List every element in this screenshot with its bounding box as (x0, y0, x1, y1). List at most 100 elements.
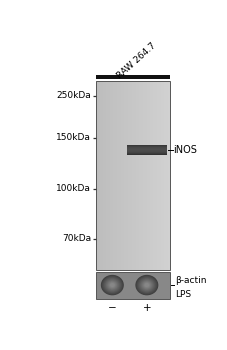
Bar (137, 81, 138, 270)
Ellipse shape (107, 281, 117, 289)
Bar (146, 81, 147, 270)
Bar (99, 81, 100, 270)
Bar (117, 81, 118, 270)
Ellipse shape (109, 282, 115, 288)
Ellipse shape (104, 278, 120, 292)
Bar (153, 81, 154, 270)
Ellipse shape (137, 277, 155, 293)
Ellipse shape (135, 275, 158, 295)
Bar (95, 81, 96, 270)
Bar (152, 81, 153, 270)
Bar (163, 81, 164, 270)
Text: 70kDa: 70kDa (62, 234, 91, 243)
Bar (129, 81, 130, 270)
Text: LPS: LPS (174, 290, 190, 299)
Text: 250kDa: 250kDa (56, 91, 91, 100)
Ellipse shape (136, 276, 156, 294)
Bar (132, 81, 133, 270)
Text: −: − (108, 303, 116, 313)
Bar (154, 81, 155, 270)
Bar (136, 81, 137, 270)
Bar (98, 81, 99, 270)
Bar (127, 81, 128, 270)
Bar (143, 81, 144, 270)
Bar (121, 81, 122, 270)
Ellipse shape (141, 281, 151, 289)
Bar (123, 81, 124, 270)
Bar (131, 81, 132, 270)
Bar (95, 75, 169, 79)
Bar (116, 81, 117, 270)
Bar (108, 81, 109, 270)
Bar (119, 81, 120, 270)
Bar (124, 81, 125, 270)
Bar (112, 81, 113, 270)
Bar (147, 81, 148, 270)
Bar (113, 81, 114, 270)
Text: β-actin: β-actin (174, 276, 206, 285)
Ellipse shape (144, 283, 148, 287)
Bar (159, 81, 160, 270)
Bar (109, 81, 110, 270)
Bar (95, 81, 169, 270)
Bar (105, 81, 106, 270)
Bar (134, 81, 135, 270)
Bar (114, 81, 115, 270)
Bar (115, 81, 116, 270)
Bar (106, 81, 107, 270)
Bar (133, 81, 134, 270)
Bar (164, 81, 165, 270)
Bar (111, 81, 112, 270)
Bar (96, 81, 97, 270)
Ellipse shape (105, 279, 118, 291)
Bar (150, 81, 151, 270)
Bar (161, 81, 162, 270)
Bar (130, 81, 131, 270)
Ellipse shape (140, 279, 153, 291)
Bar (135, 81, 136, 270)
Ellipse shape (138, 278, 154, 292)
Ellipse shape (136, 275, 157, 295)
Bar (118, 81, 119, 270)
Ellipse shape (101, 275, 123, 295)
Bar (104, 81, 105, 270)
Ellipse shape (106, 280, 118, 290)
Bar (165, 81, 166, 270)
Text: 150kDa: 150kDa (56, 133, 91, 142)
Bar (102, 81, 103, 270)
Bar (144, 81, 145, 270)
Bar (126, 81, 127, 270)
Bar (160, 81, 161, 270)
Bar (151, 81, 152, 270)
Ellipse shape (139, 279, 153, 292)
Bar (107, 81, 108, 270)
Bar (156, 81, 157, 270)
Bar (157, 81, 158, 270)
Text: iNOS: iNOS (173, 145, 196, 155)
Bar (148, 81, 149, 270)
Bar (155, 81, 156, 270)
Ellipse shape (102, 276, 122, 294)
Bar (122, 81, 123, 270)
Bar (168, 81, 169, 270)
Bar (128, 81, 129, 270)
Bar (141, 81, 142, 270)
Text: 100kDa: 100kDa (56, 184, 91, 194)
Bar (95, 272, 169, 299)
Bar (110, 81, 111, 270)
Ellipse shape (105, 279, 119, 292)
Text: +: + (142, 303, 151, 313)
Bar (140, 81, 141, 270)
Ellipse shape (100, 275, 123, 295)
Ellipse shape (103, 277, 121, 293)
Ellipse shape (108, 281, 116, 289)
Bar (167, 81, 168, 270)
Bar (120, 81, 121, 270)
Bar (158, 81, 159, 270)
Bar (125, 81, 126, 270)
Bar (166, 81, 167, 270)
Bar (138, 81, 139, 270)
Text: RAW 264.7: RAW 264.7 (115, 41, 157, 80)
Bar (103, 81, 104, 270)
Bar (139, 81, 140, 270)
